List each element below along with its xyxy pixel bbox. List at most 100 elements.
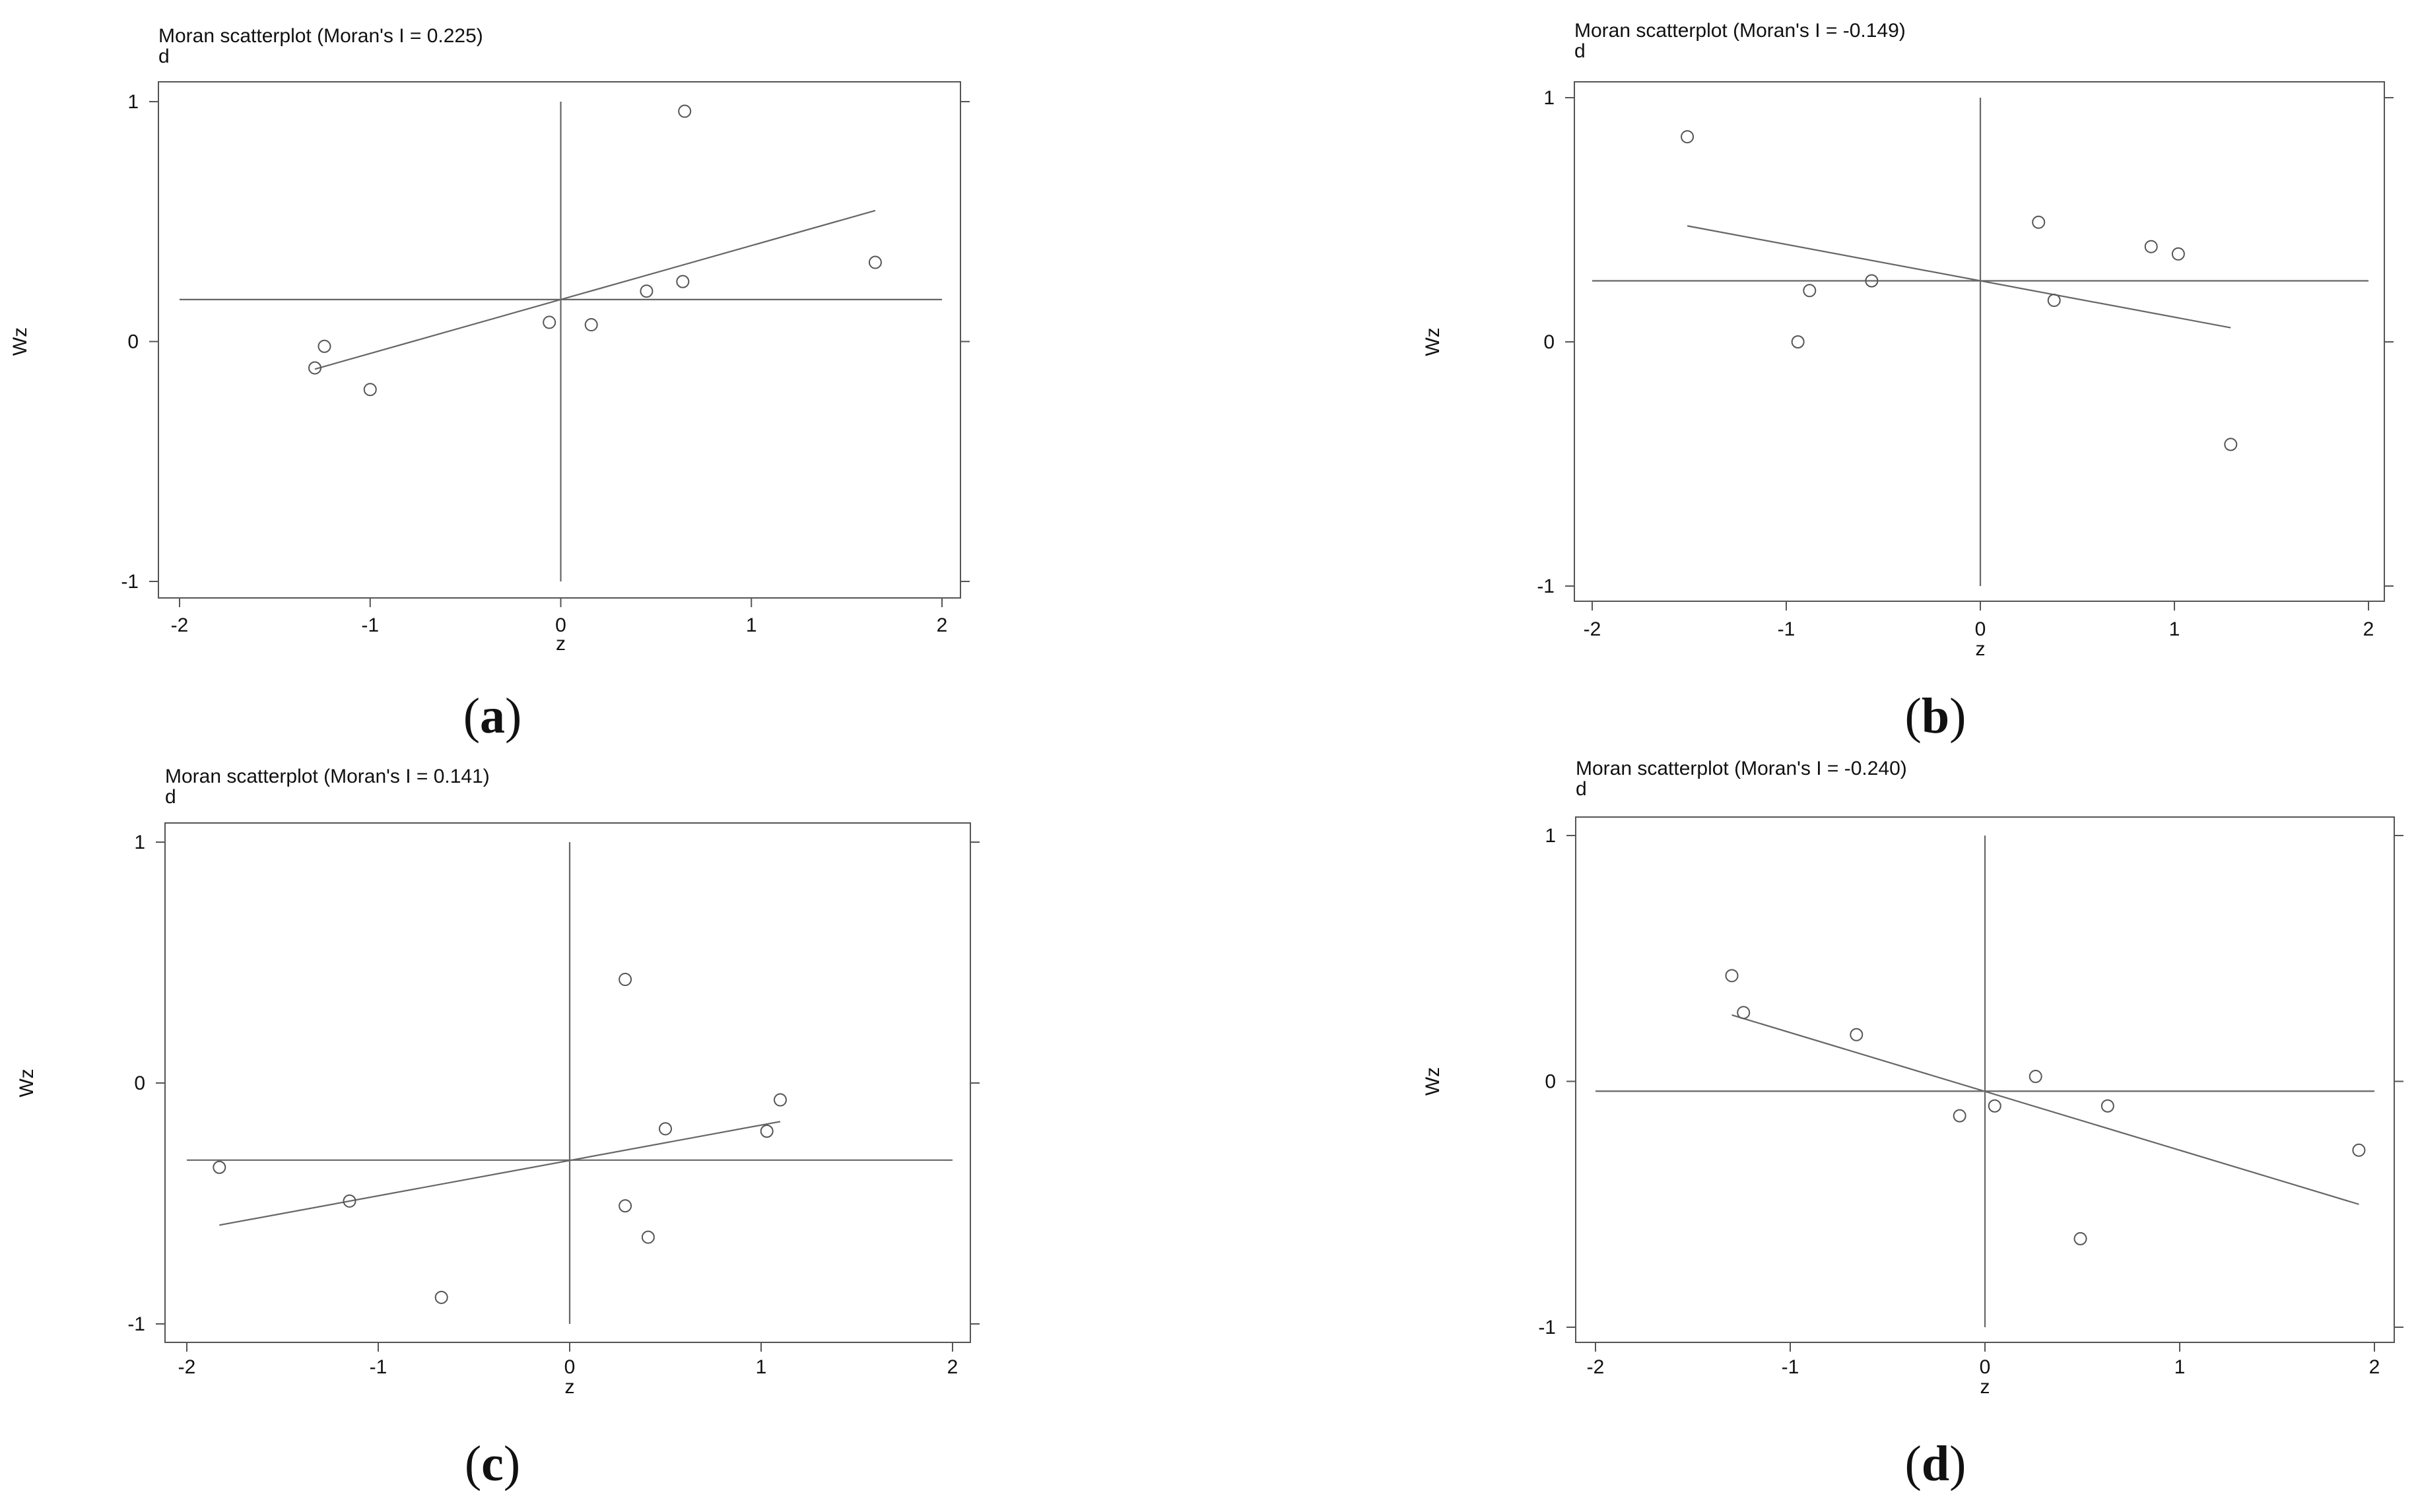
data-point: [760, 1125, 774, 1138]
panel-letter: c: [481, 1436, 504, 1492]
x-tick-label: -2: [178, 1356, 196, 1378]
panel-letter: b: [1922, 688, 1949, 744]
chart-title: Moran scatterplot (Moran's I = -0.149): [1574, 20, 1906, 42]
data-point: [640, 284, 654, 298]
data-point: [434, 1290, 448, 1304]
y-axis-label: Wz: [1422, 1067, 1444, 1096]
y-tick-label: -1: [1537, 575, 1555, 597]
panel-label: (c): [465, 1436, 520, 1492]
panel-label: (a): [463, 688, 522, 744]
x-tick-label: 1: [756, 1356, 767, 1378]
data-point: [2073, 1232, 2087, 1245]
data-point: [2032, 215, 2046, 229]
data-point: [318, 339, 331, 353]
x-tick-label: 2: [2363, 618, 2374, 640]
data-point: [1803, 284, 1817, 298]
panel-d: Moran scatterplot (Moran's I = -0.240)d-…: [1422, 758, 2403, 1492]
y-axis-label: Wz: [9, 327, 31, 356]
x-tick-label: 0: [1980, 1356, 1991, 1378]
y-tick-label: 1: [127, 91, 139, 113]
x-tick-label: 1: [746, 614, 757, 636]
y-tick-label: -1: [127, 1313, 145, 1335]
data-point: [2047, 294, 2061, 308]
regression-line: [219, 1121, 781, 1226]
chart-title: Moran scatterplot (Moran's I = 0.141): [165, 766, 490, 787]
panel-letter: a: [480, 688, 505, 744]
y-tick-label: 0: [134, 1072, 145, 1094]
regression-line: [1731, 1014, 2359, 1205]
x-tick-label: -1: [1782, 1356, 1799, 1378]
data-point: [363, 383, 377, 397]
y-tick-label: 1: [1545, 825, 1556, 847]
data-point: [2352, 1143, 2366, 1157]
data-point: [2144, 240, 2158, 253]
panel-a: Moran scatterplot (Moran's I = 0.225)d -1…: [9, 25, 970, 744]
data-point: [1725, 969, 1739, 983]
y-tick-label: -1: [121, 571, 139, 593]
data-point: [213, 1160, 226, 1174]
panel-letter: d: [1922, 1436, 1949, 1492]
y-tick-label: 0: [1545, 1071, 1556, 1093]
data-point: [641, 1230, 655, 1244]
data-point: [619, 973, 632, 987]
x-tick-label: 0: [564, 1356, 576, 1378]
x-tick-label: -2: [1587, 1356, 1605, 1378]
data-point: [1865, 274, 1879, 288]
x-tick-label: -1: [361, 614, 379, 636]
y-axis-label: Wz: [16, 1068, 38, 1097]
x-tick-label: 1: [2169, 618, 2180, 640]
data-point: [308, 361, 322, 375]
panel-label: (d): [1905, 1436, 1966, 1492]
data-point: [1791, 335, 1805, 348]
y-tick-label: 1: [1543, 87, 1555, 109]
data-point: [1737, 1006, 1751, 1020]
data-point: [584, 318, 598, 332]
chart-subtitle: d: [1574, 40, 1586, 62]
x-axis-label: z: [1976, 638, 1986, 660]
y-axis-label: Wz: [1422, 327, 1444, 356]
plot-frame: [164, 822, 971, 1343]
data-point: [2171, 247, 2185, 261]
chart-title: Moran scatterplot (Moran's I = -0.240): [1576, 758, 1907, 779]
panel-c: Moran scatterplot (Moran's I = 0.141)d -1…: [16, 766, 980, 1492]
panel-label: (b): [1905, 688, 1966, 744]
x-tick-label: -1: [370, 1356, 387, 1378]
regression-line: [1687, 225, 2231, 329]
x-axis-label: z: [556, 633, 566, 655]
y-tick-label: -1: [1538, 1317, 1556, 1338]
y-tick-label: 0: [127, 331, 139, 353]
regression-line: [314, 209, 876, 370]
x-tick-label: -2: [171, 614, 189, 636]
data-point: [543, 315, 556, 329]
x-tick-label: -1: [1778, 618, 1796, 640]
plot-frame: [158, 81, 961, 599]
data-point: [2100, 1099, 2114, 1113]
data-point: [343, 1194, 356, 1208]
data-point: [868, 255, 882, 269]
data-point: [1988, 1099, 2001, 1113]
data-point: [1850, 1028, 1864, 1041]
plot-frame: [1574, 81, 2385, 602]
data-point: [1953, 1109, 1966, 1123]
data-point: [659, 1122, 672, 1136]
chart-subtitle: d: [165, 786, 176, 808]
data-point: [2224, 438, 2238, 451]
chart-title: Moran scatterplot (Moran's I = 0.225): [158, 25, 483, 47]
data-point: [676, 275, 690, 288]
x-tick-label: 2: [937, 614, 948, 636]
data-point: [678, 104, 692, 118]
chart-subtitle: d: [1576, 778, 1587, 800]
x-tick-label: 2: [2369, 1356, 2380, 1378]
x-axis-label: z: [565, 1376, 575, 1398]
data-point: [774, 1093, 787, 1107]
panel-b: Moran scatterplot (Moran's I = -0.149)d -…: [1422, 20, 2394, 744]
y-tick-label: 1: [134, 832, 145, 853]
x-tick-label: 0: [555, 614, 566, 636]
x-axis-label: z: [1980, 1376, 1990, 1398]
x-tick-label: 2: [947, 1356, 958, 1378]
y-tick-label: 0: [1543, 331, 1555, 353]
data-point: [1681, 130, 1695, 144]
x-tick-label: 0: [1975, 618, 1986, 640]
chart-subtitle: d: [158, 46, 170, 67]
